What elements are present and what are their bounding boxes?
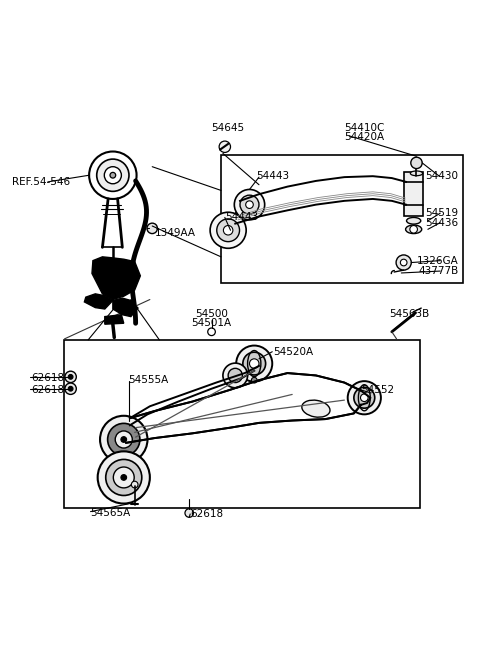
Polygon shape	[84, 294, 113, 309]
Circle shape	[236, 346, 272, 382]
Circle shape	[228, 368, 242, 382]
Circle shape	[132, 482, 138, 488]
Text: 54501A: 54501A	[192, 318, 231, 328]
Circle shape	[121, 437, 127, 442]
Circle shape	[68, 386, 73, 391]
Circle shape	[240, 195, 259, 214]
Circle shape	[106, 459, 142, 495]
Circle shape	[210, 213, 246, 248]
Circle shape	[250, 359, 259, 368]
Text: 54443: 54443	[257, 171, 290, 181]
Bar	[404, 173, 423, 216]
Circle shape	[65, 383, 76, 394]
Circle shape	[217, 219, 240, 241]
Polygon shape	[105, 315, 124, 324]
Circle shape	[185, 509, 193, 518]
Polygon shape	[145, 382, 344, 425]
Bar	[64, 340, 420, 508]
Text: 62618: 62618	[31, 373, 64, 383]
Text: 54410C: 54410C	[344, 123, 385, 133]
Polygon shape	[113, 298, 138, 317]
Text: 54520A: 54520A	[273, 347, 313, 357]
Circle shape	[100, 416, 147, 463]
Polygon shape	[92, 257, 140, 300]
Text: 54519: 54519	[425, 208, 458, 218]
Circle shape	[89, 152, 137, 199]
Circle shape	[113, 467, 134, 488]
Circle shape	[223, 226, 233, 235]
Bar	[221, 155, 463, 283]
Text: 54552: 54552	[361, 384, 394, 395]
Circle shape	[396, 255, 411, 270]
Text: 54555A: 54555A	[129, 375, 169, 385]
Circle shape	[348, 381, 381, 415]
Text: 1326GA: 1326GA	[417, 256, 458, 266]
Circle shape	[223, 363, 248, 388]
Text: 54443: 54443	[225, 213, 258, 222]
Text: 54563B: 54563B	[390, 309, 430, 319]
Circle shape	[96, 159, 129, 192]
Circle shape	[400, 259, 407, 266]
Circle shape	[104, 167, 121, 184]
Circle shape	[243, 352, 265, 375]
Circle shape	[411, 157, 422, 169]
Ellipse shape	[410, 171, 423, 176]
Ellipse shape	[407, 217, 421, 224]
Text: 54500: 54500	[195, 310, 228, 319]
Circle shape	[121, 474, 127, 480]
Circle shape	[115, 431, 132, 448]
Text: 54436: 54436	[425, 218, 458, 228]
Circle shape	[108, 423, 140, 456]
Circle shape	[68, 375, 73, 379]
Circle shape	[252, 377, 257, 383]
Text: 54430: 54430	[425, 171, 458, 181]
Text: 54645: 54645	[212, 123, 245, 133]
Ellipse shape	[302, 400, 330, 417]
Text: REF.54-546: REF.54-546	[12, 177, 71, 187]
Circle shape	[110, 173, 116, 178]
Circle shape	[354, 387, 375, 408]
Text: 62618: 62618	[190, 509, 223, 519]
Circle shape	[219, 141, 230, 152]
Text: 54420A: 54420A	[344, 132, 384, 142]
Circle shape	[65, 371, 76, 382]
Circle shape	[97, 451, 150, 504]
Text: 43777B: 43777B	[418, 266, 458, 276]
Circle shape	[208, 328, 216, 336]
Circle shape	[147, 223, 157, 234]
Text: 1349AA: 1349AA	[155, 228, 196, 238]
Circle shape	[246, 201, 253, 209]
Ellipse shape	[406, 225, 422, 234]
Circle shape	[234, 190, 264, 220]
Text: 54565A: 54565A	[91, 508, 131, 518]
Text: 62618: 62618	[31, 384, 64, 395]
Circle shape	[360, 394, 368, 401]
Circle shape	[410, 226, 418, 233]
